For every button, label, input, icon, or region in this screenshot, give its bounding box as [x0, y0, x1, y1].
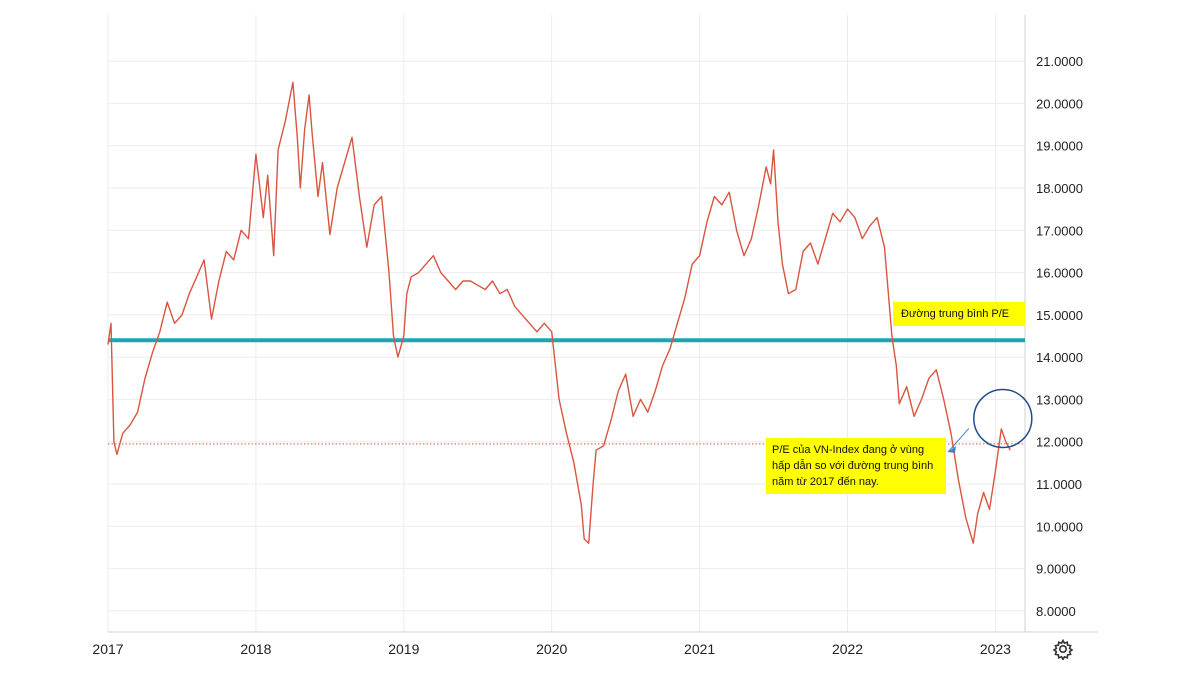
grid: [107, 15, 1025, 632]
series-layer: [107, 81, 1011, 544]
callout-layer: [947, 388, 1033, 453]
y-tick-label: 16.0000: [1036, 266, 1083, 281]
pe-series-line: [107, 81, 1011, 544]
x-tick-label: 2022: [832, 641, 863, 657]
x-tick-label: 2019: [388, 641, 419, 657]
gear-icon[interactable]: [1052, 638, 1074, 660]
x-tick-label: 2018: [240, 641, 271, 657]
y-tick-label: 19.0000: [1036, 139, 1083, 154]
y-tick-label: 9.0000: [1036, 562, 1076, 577]
axes: [108, 15, 1098, 633]
y-tick-label: 17.0000: [1036, 223, 1083, 238]
y-tick-label: 12.0000: [1036, 435, 1083, 450]
y-tick-label: 20.0000: [1036, 96, 1083, 111]
highlight-circle: [973, 388, 1033, 449]
y-tick-label: 14.0000: [1036, 350, 1083, 365]
x-tick-label: 2020: [536, 641, 567, 657]
average-pe-label: Đường trung bình P/E: [893, 302, 1025, 326]
x-tick-label: 2017: [92, 641, 123, 657]
y-tick-label: 15.0000: [1036, 308, 1083, 323]
callout-arrow: [947, 428, 970, 453]
y-tick-label: 8.0000: [1036, 604, 1076, 619]
x-tick-label: 2021: [684, 641, 715, 657]
y-tick-label: 18.0000: [1036, 181, 1083, 196]
reference-lines: [108, 338, 1025, 445]
y-tick-label: 13.0000: [1036, 392, 1083, 407]
y-tick-label: 21.0000: [1036, 54, 1083, 69]
y-tick-labels: 8.0000 9.0000 10.0000 11.0000 12.0000 13.0000…: [1036, 54, 1083, 619]
y-tick-label: 10.0000: [1036, 519, 1083, 534]
pe-annotation-note: P/E của VN-Index đang ở vùng hấp dẫn so …: [766, 438, 946, 494]
x-tick-labels: 2017 2018 2019 2020 2021 2022 2023: [92, 641, 1011, 657]
y-tick-label: 11.0000: [1036, 477, 1082, 492]
callout-arrowhead: [948, 446, 956, 453]
x-tick-label: 2023: [980, 641, 1011, 657]
